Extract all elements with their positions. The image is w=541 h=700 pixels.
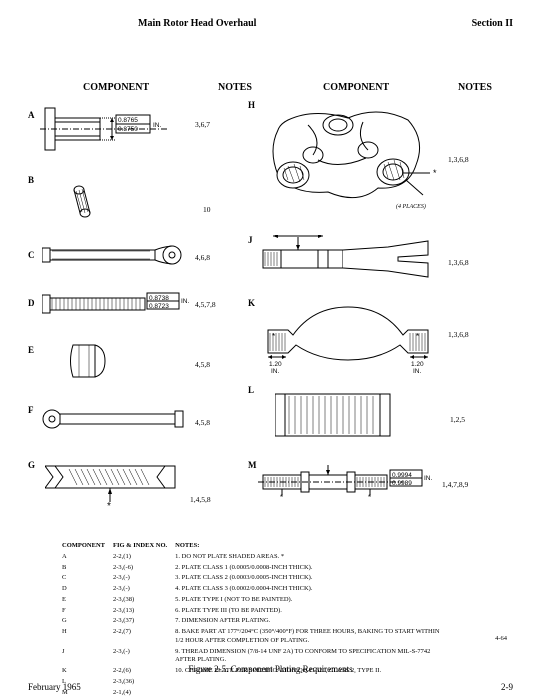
notes-j: 1,3,6,8	[448, 258, 469, 267]
notes-c: 4,6,8	[195, 253, 210, 262]
notes-f: 4,5,8	[195, 418, 210, 427]
legend-comp: C	[62, 574, 111, 583]
notes-k: 1,3,6,8	[448, 330, 469, 339]
diagram-d: 0.8738 0.8723 IN.	[42, 290, 192, 325]
legend-hdr-component: COMPONENT	[62, 542, 111, 551]
svg-text:0.9989: 0.9989	[392, 480, 412, 487]
row-label-l: L	[248, 385, 254, 395]
legend-note: 3. PLATE CLASS 2 (0.0003/0.0005-INCH THI…	[175, 574, 455, 583]
svg-text:*: *	[325, 465, 329, 466]
diagram-g: *	[45, 460, 185, 510]
diagram-c	[42, 245, 187, 267]
legend-comp: A	[62, 553, 111, 562]
diagram-j: *	[258, 235, 443, 285]
page-header: Main Rotor Head Overhaul Section II	[28, 18, 513, 29]
svg-text:0.9994: 0.9994	[392, 472, 412, 479]
notes-d: 4,5,7,8	[195, 300, 216, 309]
revision-mark: 4-64	[495, 635, 507, 642]
notes-h: 1,3,6,8	[448, 155, 469, 164]
doc-title: Main Rotor Head Overhaul	[138, 18, 256, 29]
legend-fig: 2-3,(-)	[113, 648, 173, 666]
section-label: Section II	[472, 18, 513, 29]
diagram-f	[42, 408, 187, 432]
svg-text:1.20: 1.20	[269, 361, 282, 368]
diagram-l	[275, 390, 405, 445]
svg-text:*: *	[272, 332, 275, 341]
legend-fig: 2-2,(7)	[113, 628, 173, 646]
legend-comp: H	[62, 628, 111, 646]
svg-text:1.20: 1.20	[411, 361, 424, 368]
legend-comp: B	[62, 564, 111, 573]
col-notes-right: NOTES	[458, 82, 492, 93]
col-component-right: COMPONENT	[323, 82, 389, 93]
legend-fig: 2-3,(37)	[113, 617, 173, 626]
svg-text:0.8738: 0.8738	[149, 295, 169, 302]
svg-text:*: *	[433, 168, 437, 178]
row-label-d: D	[28, 298, 35, 308]
footer-date: February 1965	[28, 682, 81, 692]
page-footer: February 1965 2-9	[28, 682, 513, 692]
row-label-j: J	[248, 235, 253, 245]
svg-text:0.8723: 0.8723	[149, 303, 169, 310]
diagram-a: 0.8765 0.8750 IN.	[40, 100, 190, 160]
svg-text:*: *	[416, 332, 419, 341]
diagram-e	[65, 342, 120, 382]
legend-fig: 2-2,(1)	[113, 553, 173, 562]
diagram-m: * 0.9994 0.9989 IN. * *	[258, 465, 458, 510]
legend-note: 7. DIMENSION AFTER PLATING.	[175, 617, 455, 626]
diagram-h: (4 PLACES) *	[258, 100, 443, 220]
legend-comp: G	[62, 617, 111, 626]
svg-text:0.8765: 0.8765	[118, 117, 138, 124]
legend-hdr-fig: FIG & INDEX NO.	[113, 542, 173, 551]
svg-text:IN.: IN.	[181, 298, 190, 305]
row-label-c: C	[28, 250, 35, 260]
figure-caption: Figure 2-5. Component Plating Requiremen…	[0, 664, 541, 674]
legend-note: 1. DO NOT PLATE SHADED AREAS. *	[175, 553, 455, 562]
row-label-e: E	[28, 345, 34, 355]
legend-comp: D	[62, 585, 111, 594]
legend-note: 8. BAKE PART AT 177°/204°C (350°/400°F) …	[175, 628, 455, 646]
notes-l: 1,2,5	[450, 415, 465, 424]
legend-hdr-notes: NOTES:	[175, 542, 455, 551]
svg-text:IN.: IN.	[271, 368, 280, 375]
row-label-k: K	[248, 298, 255, 308]
legend-fig: 2-3,(13)	[113, 607, 173, 616]
legend-fig: 2-3,(-)	[113, 585, 173, 594]
diagram-b	[65, 180, 135, 225]
svg-text:IN.: IN.	[413, 368, 422, 375]
svg-text:IN.: IN.	[424, 475, 433, 482]
legend-note: 5. PLATE TYPE I (NOT TO BE PAINTED).	[175, 596, 455, 605]
footer-page: 2-9	[501, 682, 513, 692]
row-label-h: H	[248, 100, 255, 110]
svg-text:*: *	[107, 501, 111, 510]
row-label-f: F	[28, 405, 34, 415]
notes-a: 3,6,7	[195, 120, 210, 129]
legend-comp: F	[62, 607, 111, 616]
notes-e: 4,5,8	[195, 360, 210, 369]
col-component-left: COMPONENT	[83, 82, 149, 93]
notes-b: 10	[203, 205, 211, 214]
legend-comp: E	[62, 596, 111, 605]
legend-fig: 2-3,(-6)	[113, 564, 173, 573]
legend-table: COMPONENT FIG & INDEX NO. NOTES: A2-2,(1…	[60, 540, 457, 699]
legend-note: 9. THREAD DIMENSION (7/8-14 UNF 2A) TO C…	[175, 648, 455, 666]
col-notes-left: NOTES	[218, 82, 252, 93]
legend-fig: 2-3,(-)	[113, 574, 173, 583]
legend-note: 6. PLATE TYPE III (TO BE PAINTED).	[175, 607, 455, 616]
row-label-a: A	[28, 110, 35, 120]
svg-text:IN.: IN.	[153, 122, 162, 129]
row-label-m: M	[248, 460, 257, 470]
row-label-g: G	[28, 460, 35, 470]
legend-note: 4. PLATE CLASS 3 (0.0002/0.0004-INCH THI…	[175, 585, 455, 594]
legend-fig: 2-3,(38)	[113, 596, 173, 605]
row-label-b: B	[28, 175, 34, 185]
diagram-k: * * 1.20 IN. 1.20 IN.	[258, 295, 443, 375]
legend-note: 2. PLATE CLASS 1 (0.0005/0.0008-INCH THI…	[175, 564, 455, 573]
legend-comp: J	[62, 648, 111, 666]
notes-g: 1,4,5,8	[190, 495, 211, 504]
svg-text:(4 PLACES): (4 PLACES)	[396, 203, 426, 210]
